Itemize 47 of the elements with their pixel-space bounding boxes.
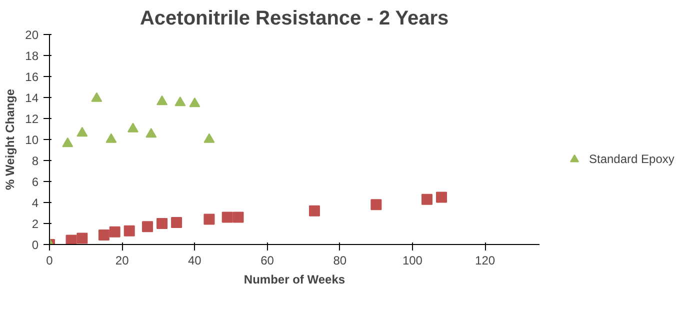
x-axis-title: Number of Weeks bbox=[244, 272, 346, 286]
point bbox=[127, 122, 138, 132]
y-tick-label: 2 bbox=[32, 217, 39, 231]
y-tick-label: 16 bbox=[25, 70, 39, 84]
y-tick-label: 0 bbox=[32, 238, 39, 252]
point bbox=[174, 96, 186, 106]
point bbox=[156, 218, 168, 229]
y-tick-label: 6 bbox=[32, 175, 39, 189]
chart-title: Acetonitrile Resistance - 2 Years bbox=[140, 8, 449, 30]
point bbox=[76, 126, 88, 137]
point bbox=[222, 212, 233, 223]
legend-label: Standard Epoxy bbox=[589, 152, 674, 166]
point bbox=[98, 230, 110, 241]
y-tick-label: 20 bbox=[25, 28, 39, 42]
point bbox=[232, 212, 244, 223]
x-tick-label: 80 bbox=[333, 254, 347, 268]
point bbox=[171, 216, 182, 228]
point bbox=[436, 192, 447, 203]
y-tick-label: 10 bbox=[25, 133, 39, 147]
point bbox=[189, 98, 200, 108]
point bbox=[106, 133, 117, 143]
x-tick-label: 100 bbox=[402, 254, 423, 268]
point bbox=[142, 221, 153, 232]
point bbox=[421, 194, 432, 205]
point bbox=[124, 225, 135, 236]
y-tick-label: 12 bbox=[25, 112, 39, 126]
point bbox=[146, 128, 157, 138]
y-tick-label: 14 bbox=[25, 91, 39, 105]
x-tick-label: 40 bbox=[188, 254, 202, 268]
x-tick-label: 0 bbox=[46, 254, 54, 268]
point bbox=[62, 137, 74, 148]
point bbox=[204, 133, 215, 143]
x-tick-label: 60 bbox=[260, 254, 274, 268]
y-tick-label: 18 bbox=[25, 49, 39, 63]
point bbox=[109, 226, 120, 238]
x-tick-label: 120 bbox=[475, 254, 496, 268]
point bbox=[308, 205, 320, 216]
y-tick-label: 8 bbox=[32, 154, 39, 168]
point bbox=[370, 199, 382, 210]
point bbox=[76, 232, 88, 244]
x-tick-label: 20 bbox=[115, 254, 130, 268]
point bbox=[204, 214, 215, 225]
point bbox=[156, 95, 168, 106]
point bbox=[91, 92, 102, 102]
y-tick-label: 4 bbox=[32, 196, 39, 210]
point bbox=[66, 234, 77, 244]
y-axis-title: % Weight Change bbox=[3, 88, 18, 190]
